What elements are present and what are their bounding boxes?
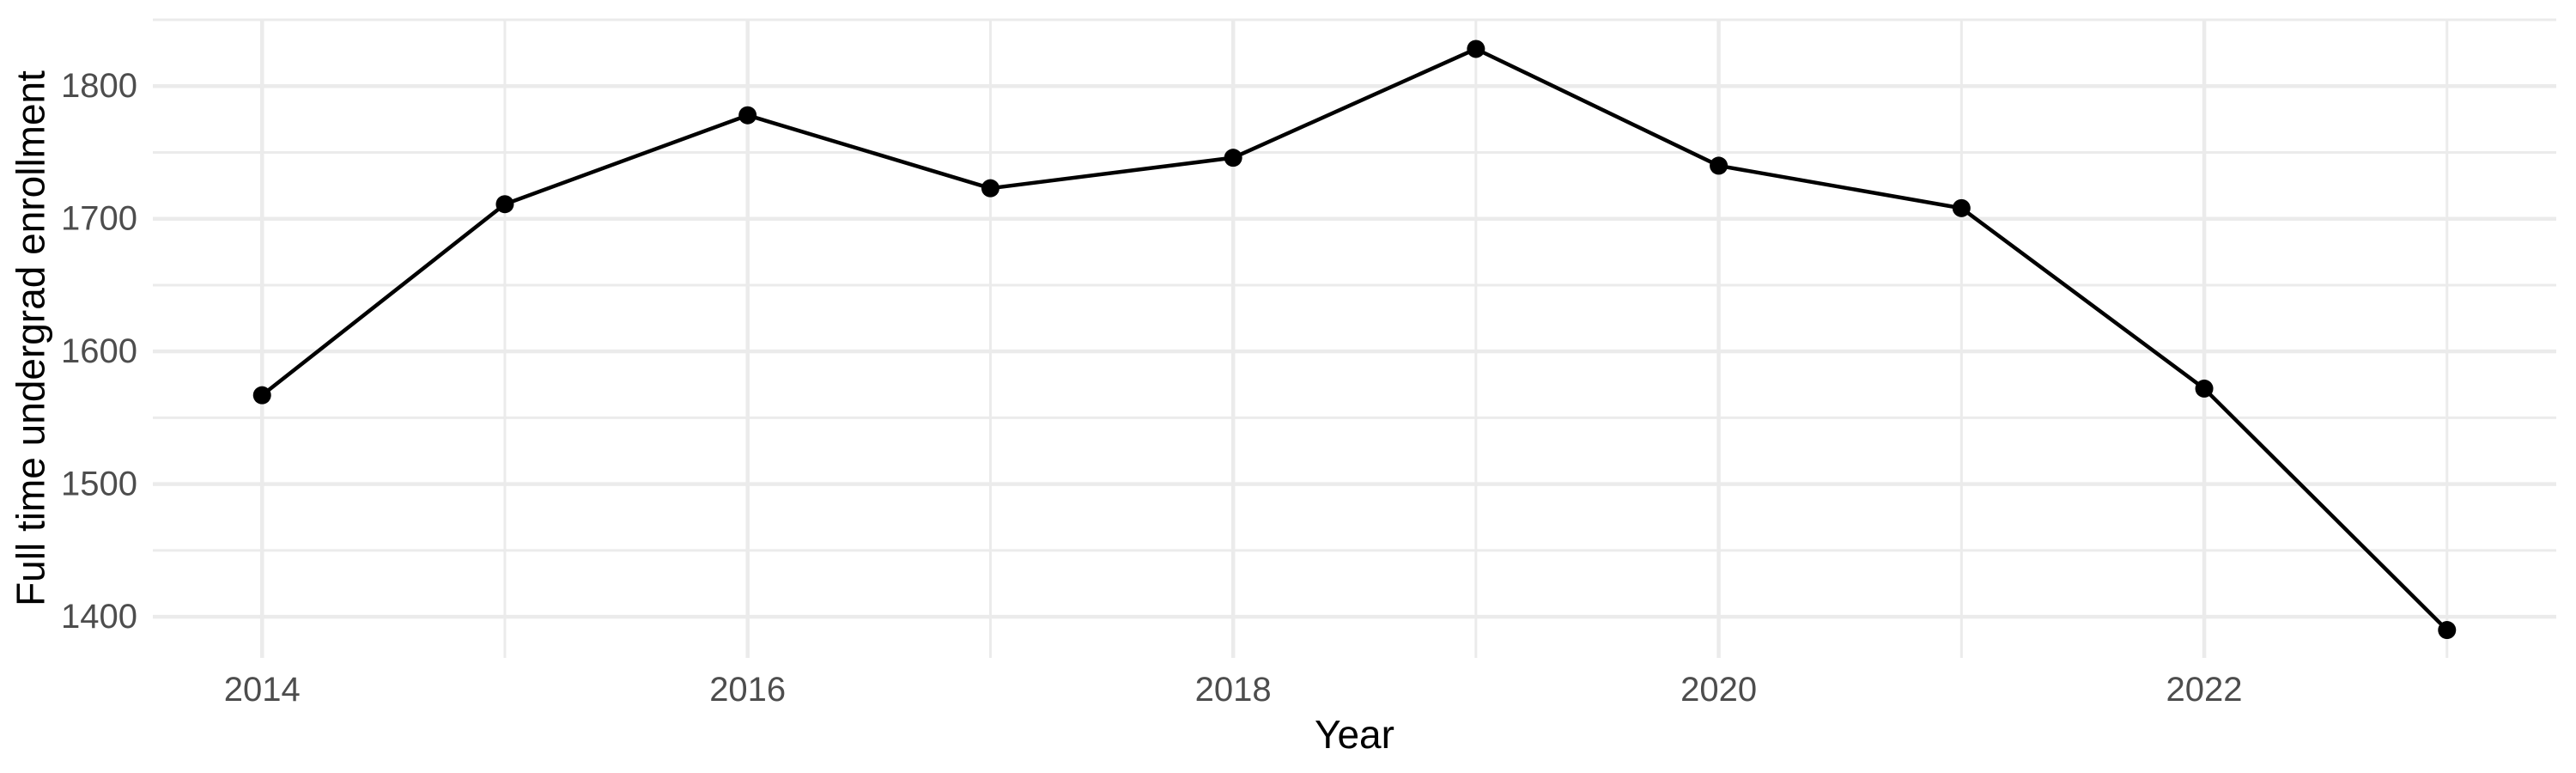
x-tick-label: 2014 bbox=[224, 671, 301, 709]
data-line bbox=[260, 46, 2449, 632]
data-point bbox=[252, 386, 271, 405]
x-tick-label: 2022 bbox=[2166, 671, 2243, 709]
x-tick-label: 2016 bbox=[709, 671, 786, 709]
data-point bbox=[2438, 621, 2457, 640]
data-point bbox=[1224, 149, 1242, 167]
data-point bbox=[495, 195, 514, 214]
y-tick-label: 1700 bbox=[61, 200, 137, 238]
x-tick-label: 2018 bbox=[1195, 671, 1272, 709]
y-tick-label: 1400 bbox=[61, 598, 137, 636]
data-point bbox=[981, 179, 999, 198]
y-tick-label: 1500 bbox=[61, 466, 137, 503]
data-point bbox=[1952, 198, 1971, 217]
data-point bbox=[1467, 40, 1485, 58]
x-tick-label: 2020 bbox=[1680, 671, 1757, 709]
y-axis-title: Full time undergrad enrollment bbox=[8, 70, 53, 606]
y-tick-label: 1600 bbox=[61, 332, 137, 370]
data-point bbox=[1710, 156, 1728, 175]
data-point bbox=[2195, 379, 2214, 398]
y-tick-label: 1800 bbox=[61, 67, 137, 105]
data-point bbox=[738, 106, 757, 125]
x-axis-title: Year bbox=[1315, 712, 1394, 757]
